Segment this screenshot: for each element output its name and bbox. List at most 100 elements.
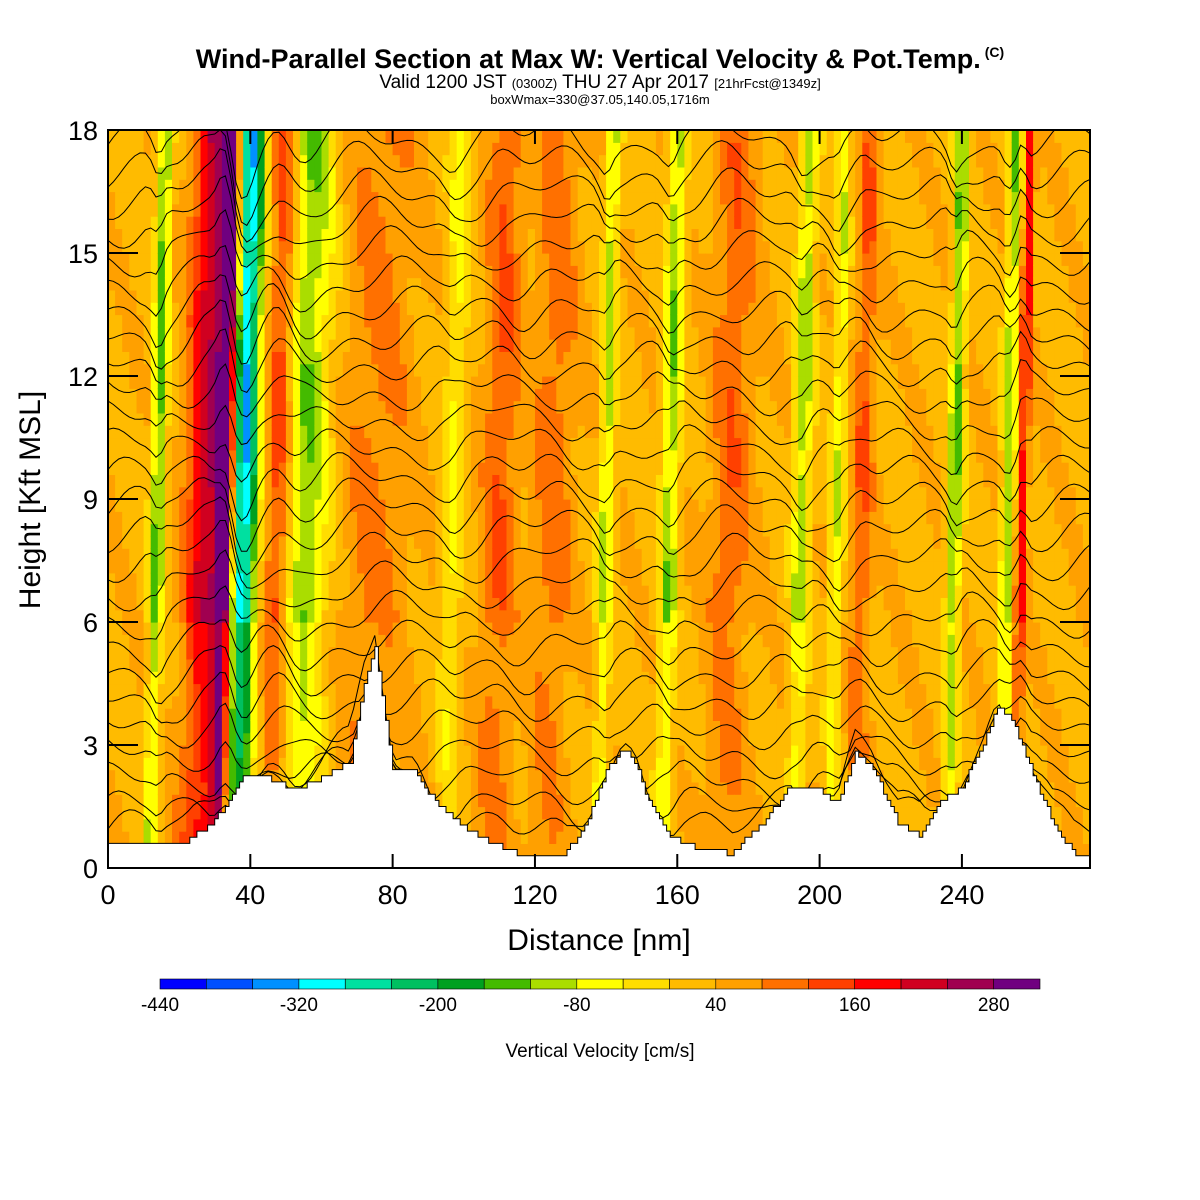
velocity-cell (357, 351, 365, 365)
velocity-cell (520, 646, 529, 660)
velocity-cell (406, 191, 415, 205)
velocity-cell (421, 179, 429, 193)
velocity-cell (677, 658, 685, 672)
velocity-cell (527, 277, 536, 291)
velocity-cell (485, 228, 493, 242)
velocity-cell (606, 425, 614, 439)
velocity-cell (535, 166, 543, 180)
velocity-cell (243, 412, 251, 426)
velocity-cell (634, 216, 643, 229)
velocity-cell (556, 486, 564, 500)
velocity-cell (342, 732, 351, 746)
velocity-cell (542, 572, 550, 586)
velocity-cell (456, 351, 465, 365)
velocity-cell (243, 572, 251, 586)
velocity-cell (285, 634, 294, 648)
velocity-cell (364, 474, 372, 488)
velocity-cell (485, 769, 493, 783)
velocity-cell (293, 720, 301, 734)
velocity-cell (570, 376, 579, 389)
velocity-cell (478, 683, 486, 697)
velocity-cell (179, 560, 187, 574)
velocity-cell (349, 708, 358, 721)
velocity-cell (670, 412, 678, 426)
velocity-cell (314, 437, 323, 451)
velocity-cell (506, 302, 515, 316)
velocity-cell (129, 240, 137, 254)
velocity-cell (179, 658, 187, 672)
velocity-cell (321, 339, 330, 352)
velocity-cell (285, 228, 294, 242)
velocity-cell (506, 351, 515, 365)
velocity-cell (549, 462, 557, 475)
velocity-cell (214, 597, 223, 611)
velocity-cell (108, 203, 116, 217)
velocity-cell (634, 560, 643, 574)
velocity-cell (470, 572, 479, 586)
velocity-cell (485, 166, 493, 180)
velocity-cell (293, 326, 301, 340)
velocity-cell (207, 400, 216, 414)
velocity-cell (463, 732, 472, 746)
velocity-cell (513, 376, 522, 389)
velocity-cell (143, 179, 152, 193)
velocity-cell (606, 240, 614, 254)
velocity-cell (221, 154, 230, 168)
velocity-cell (392, 154, 401, 168)
velocity-cell (677, 609, 685, 623)
velocity-cell (186, 572, 194, 586)
velocity-cell (221, 535, 230, 549)
velocity-cell (307, 179, 315, 193)
velocity-cell (278, 708, 287, 721)
velocity-cell (684, 523, 693, 537)
velocity-cell (314, 166, 323, 180)
velocity-cell (157, 376, 166, 389)
velocity-cell (641, 166, 650, 180)
velocity-cell (250, 462, 258, 475)
velocity-cell (648, 265, 657, 279)
velocity-cell (186, 499, 194, 512)
velocity-cell (186, 462, 194, 475)
velocity-cell (641, 400, 650, 414)
velocity-cell (108, 302, 116, 316)
velocity-cell (499, 511, 508, 525)
velocity-cell (606, 412, 614, 426)
copyright-mark: (C) (984, 44, 1005, 60)
velocity-cell (115, 732, 123, 746)
velocity-cell (236, 646, 244, 660)
velocity-cell (463, 634, 472, 648)
velocity-cell (221, 572, 230, 586)
velocity-cell (506, 326, 515, 340)
velocity-cell (435, 412, 443, 426)
velocity-cell (648, 597, 657, 611)
velocity-cell (414, 302, 422, 316)
velocity-cell (670, 326, 678, 340)
velocity-cell (677, 437, 685, 451)
velocity-cell (129, 671, 137, 685)
velocity-cell (570, 191, 579, 205)
velocity-cell (556, 462, 564, 475)
velocity-cell (172, 609, 180, 623)
velocity-cell (157, 400, 166, 414)
velocity-cell (278, 388, 287, 402)
velocity-cell (371, 609, 379, 623)
velocity-cell (136, 425, 145, 439)
velocity-cell (485, 745, 493, 758)
velocity-cell (342, 228, 351, 242)
velocity-cell (549, 449, 557, 463)
velocity-cell (236, 277, 244, 291)
velocity-cell (179, 523, 187, 537)
velocity-cell (328, 585, 337, 598)
velocity-cell (108, 265, 116, 279)
velocity-cell (243, 658, 251, 672)
velocity-cell (584, 449, 593, 463)
velocity-cell (157, 732, 166, 746)
velocity-cell (520, 265, 529, 279)
velocity-cell (627, 203, 636, 217)
velocity-cell (236, 634, 244, 648)
velocity-cell (442, 622, 451, 635)
velocity-cell (193, 363, 202, 377)
velocity-cell (164, 412, 173, 426)
velocity-cell (335, 363, 344, 377)
